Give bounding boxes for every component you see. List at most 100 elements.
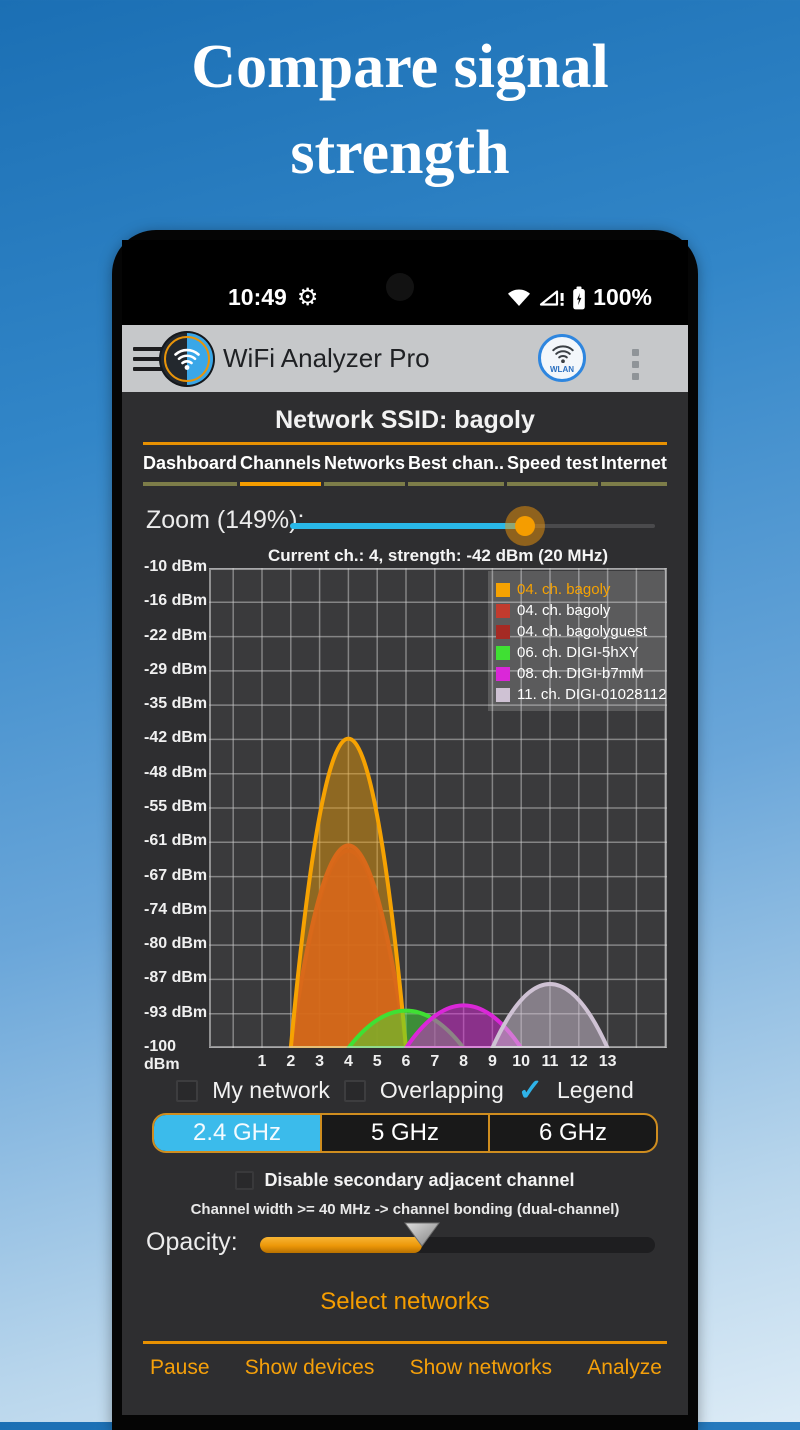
zoom-slider-thumb[interactable] (505, 506, 546, 546)
x-axis-tick: 7 (430, 1053, 440, 1070)
chart-title: Current ch.: 4, strength: -42 dBm (20 MH… (267, 546, 609, 565)
zoom-slider[interactable] (290, 506, 655, 546)
app-logo (161, 333, 213, 385)
app-bar: WiFi Analyzer Pro WLAN (122, 325, 688, 392)
x-axis-tick: 13 (598, 1053, 617, 1070)
legend-item: 04. ch. bagolyguest (496, 621, 658, 642)
legend-swatch (496, 603, 510, 618)
band-button-2.4-ghz[interactable]: 2.4 GHz (154, 1115, 320, 1151)
show-networks-button[interactable]: Show networks (409, 1356, 553, 1379)
y-axis-tick: -74 dBm (144, 900, 208, 918)
battery-charging-icon (573, 286, 585, 309)
wlan-toggle-button[interactable]: WLAN (538, 334, 586, 382)
y-axis-tick: -100 dBm (144, 1038, 180, 1073)
clock: 10:49 (228, 284, 287, 310)
show-devices-button[interactable]: Show devices (244, 1356, 375, 1379)
x-axis-tick: 10 (512, 1053, 531, 1070)
battery-percent: 100% (593, 284, 652, 310)
opacity-slider-label: Opacity: (146, 1228, 238, 1256)
opacity-slider[interactable] (260, 1222, 655, 1253)
opacity-slider-thumb[interactable] (403, 1222, 440, 1252)
cellular-no-signal-icon (540, 289, 564, 306)
legend-swatch (496, 645, 510, 660)
camera-hole (386, 273, 414, 301)
pause-button[interactable]: Pause (150, 1356, 210, 1379)
legend-label: 08. ch. DIGI-b7mM (517, 665, 644, 682)
band-button-6-ghz[interactable]: 6 GHz (488, 1115, 656, 1151)
tab-networks[interactable]: Networks (323, 453, 405, 486)
y-axis-tick: -48 dBm (144, 763, 208, 781)
legend-label: 06. ch. DIGI-5hXY (517, 644, 639, 661)
y-axis-tick: -16 dBm (144, 592, 208, 610)
x-axis-tick: 8 (459, 1053, 469, 1070)
app-title: WiFi Analyzer Pro (223, 343, 430, 373)
toggle-label-overlapping[interactable]: Overlapping (379, 1077, 504, 1103)
legend-item: 04. ch. bagoly (496, 600, 658, 621)
tab-channels[interactable]: Channels (239, 453, 322, 486)
overflow-menu-icon[interactable] (632, 349, 639, 380)
x-axis-tick: 3 (315, 1053, 325, 1070)
menu-hamburger-icon[interactable] (133, 347, 163, 371)
footer-actions: Pause Show devices Show networks Analyze (150, 1356, 662, 1380)
band-selector: 2.4 GHz 5 GHz 6 GHz (152, 1113, 658, 1153)
tab-dashboard[interactable]: Dashboard (143, 453, 238, 486)
legend-item: 06. ch. DIGI-5hXY (496, 642, 658, 663)
legend-swatch (496, 666, 510, 681)
y-axis-tick: -93 dBm (144, 1003, 208, 1021)
tab-best-chan-[interactable]: Best chan.. (407, 453, 504, 486)
status-bar: 10:49 ⚙ 100% (122, 240, 688, 325)
x-axis-tick: 1 (257, 1053, 267, 1070)
legend-label: 04. ch. bagoly (517, 581, 611, 598)
disable-secondary-label: Disable secondary adjacent channel (264, 1170, 575, 1190)
y-axis-tick: -10 dBm (144, 558, 208, 575)
zoom-slider-label: Zoom (149%): (146, 506, 305, 534)
select-networks-link[interactable]: Select networks (320, 1288, 490, 1315)
settings-gear-icon: ⚙ (296, 283, 319, 311)
y-axis-tick: -22 dBm (144, 626, 208, 644)
network-ssid-title: Network SSID: bagoly (275, 406, 535, 434)
x-axis-tick: 2 (286, 1053, 296, 1070)
toggle-label-my-network[interactable]: My network (212, 1077, 330, 1103)
y-axis-tick: -67 dBm (144, 866, 208, 884)
channel-chart: 04. ch. bagoly 04. ch. bagoly 04. ch. bago… (209, 567, 667, 1050)
checkbox-unchecked[interactable] (176, 1079, 199, 1102)
promo-heading: Compare signal strength (0, 24, 800, 196)
zoom-slider-fill (290, 523, 526, 529)
phone-frame: 10:49 ⚙ 100% (112, 230, 698, 1430)
band-button-5-ghz[interactable]: 5 GHz (320, 1115, 488, 1151)
chart-toggles-row: My network Overlapping ✓ Legend (122, 1073, 688, 1107)
tab-internet[interactable]: Internet (600, 453, 667, 486)
y-axis-tick: -55 dBm (144, 798, 208, 815)
legend-swatch (496, 687, 510, 702)
legend-swatch (496, 582, 510, 597)
legend-item: 04. ch. bagoly (496, 579, 658, 600)
y-axis-tick: -29 dBm (144, 660, 208, 678)
checkbox-unchecked[interactable] (343, 1079, 366, 1102)
chart-legend: 04. ch. bagoly 04. ch. bagoly 04. ch. bago… (488, 571, 667, 711)
x-axis-tick: 12 (569, 1053, 588, 1070)
tab-bar: Dashboard Channels Networks Best chan.. Spee… (143, 453, 667, 486)
checkbox-checked-icon[interactable]: ✓ (517, 1073, 543, 1107)
legend-item: 08. ch. DIGI-b7mM (496, 663, 658, 684)
phone-screen: 10:49 ⚙ 100% (122, 240, 688, 1415)
legend-item: 11. ch. DIGI-01028112 (496, 684, 667, 705)
disable-secondary-option[interactable]: Disable secondary adjacent channel (122, 1170, 688, 1191)
analyze-button[interactable]: Analyze (587, 1356, 662, 1379)
legend-swatch (496, 624, 510, 639)
x-axis-tick: 5 (372, 1053, 382, 1070)
y-axis-tick: -35 dBm (144, 695, 208, 713)
y-axis-tick: -87 dBm (144, 969, 208, 987)
tab-speed-test[interactable]: Speed test (506, 453, 598, 486)
x-axis-tick: 11 (541, 1053, 559, 1070)
y-axis-tick: -61 dBm (144, 832, 208, 850)
legend-label: 04. ch. bagoly (517, 602, 611, 619)
legend-label: 04. ch. bagolyguest (517, 623, 648, 640)
opacity-slider-fill (260, 1237, 422, 1253)
x-axis-tick: 9 (487, 1053, 497, 1070)
x-axis-tick: 6 (401, 1053, 411, 1070)
x-axis-tick: 4 (343, 1053, 353, 1070)
orange-divider (143, 442, 667, 445)
y-axis-tick: -80 dBm (144, 935, 208, 953)
toggle-label-legend[interactable]: Legend (557, 1077, 634, 1103)
disable-secondary-checkbox[interactable] (235, 1171, 255, 1190)
